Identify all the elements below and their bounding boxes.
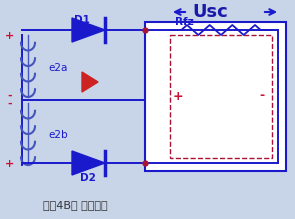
Text: Rfz: Rfz	[175, 17, 194, 27]
Bar	[145, 22, 286, 171]
Polygon shape	[82, 72, 98, 92]
Bar	[170, 35, 272, 158]
Text: -: -	[8, 99, 12, 109]
Text: e2a: e2a	[48, 63, 67, 73]
Text: e2b: e2b	[48, 130, 68, 140]
Text: Usc: Usc	[192, 3, 228, 21]
Text: D1: D1	[74, 15, 90, 25]
Text: -: -	[8, 91, 12, 101]
Text: D2: D2	[80, 173, 96, 183]
Text: +: +	[173, 90, 183, 102]
Text: -: -	[259, 90, 265, 102]
Polygon shape	[72, 151, 105, 175]
Text: +: +	[5, 159, 15, 169]
Text: 图（4B） 全波整流: 图（4B） 全波整流	[43, 200, 107, 210]
Polygon shape	[72, 18, 105, 42]
Text: +: +	[5, 31, 15, 41]
